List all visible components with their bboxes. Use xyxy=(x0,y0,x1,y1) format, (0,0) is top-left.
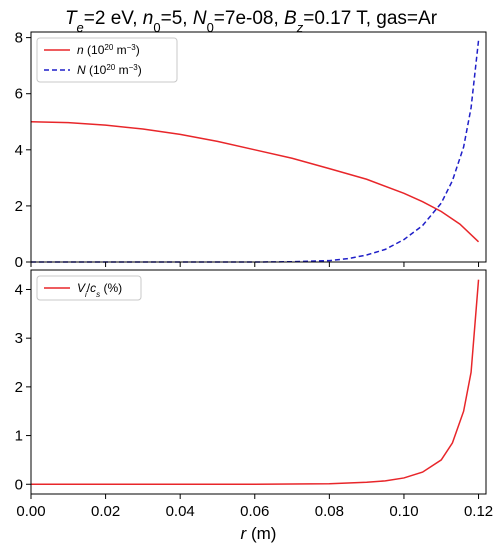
legend-entry: n (1020 m−3) xyxy=(77,43,140,58)
x-tick-label: 0.12 xyxy=(464,503,493,520)
plot-frame xyxy=(30,31,487,263)
plot-frame xyxy=(30,269,487,495)
y-tick-label: 2 xyxy=(15,198,23,215)
legend-entry: Vi/cs (%) xyxy=(77,281,122,299)
y-tick-label: 0 xyxy=(15,254,23,271)
velocity-panel: 0 1 2 3 4 0.00 0.02 0.04 0.06 0.08 0.10 0.12 r (m) Vi… xyxy=(15,269,493,543)
x-axis-label: r (m) xyxy=(241,524,277,543)
y-tick-label: 4 xyxy=(15,281,23,298)
legend: Vi/cs (%) xyxy=(36,275,142,301)
x-tick-label: 0.00 xyxy=(16,503,45,520)
y-tick-label: 6 xyxy=(15,86,23,103)
series-line-1-0 xyxy=(31,279,480,486)
density-panel: 0 2 4 6 8 n (1020 m−3) N (1020 m−3) xyxy=(15,30,487,271)
x-tick-label: 0.02 xyxy=(91,503,120,520)
y-tick-label: 2 xyxy=(15,379,23,396)
y-tick-label: 0 xyxy=(15,476,23,493)
y-tick-label: 1 xyxy=(15,428,23,445)
x-tick-label: 0.10 xyxy=(389,503,418,520)
series-line-0-0 xyxy=(30,121,480,243)
y-tick-label: 3 xyxy=(15,330,23,347)
legend: n (1020 m−3) N (1020 m−3) xyxy=(36,37,178,83)
x-tick-label: 0.08 xyxy=(315,503,344,520)
y-tick-label: 8 xyxy=(15,30,23,47)
figure-title: Te=2 eV, n0=5, N0=7e-08, Bz=0.17 T, gas=… xyxy=(65,8,438,35)
legend-entry: N (1020 m−3) xyxy=(77,63,142,78)
x-tick-label: 0.06 xyxy=(240,503,269,520)
y-tick-label: 4 xyxy=(15,142,23,159)
x-tick-label: 0.04 xyxy=(166,503,195,520)
